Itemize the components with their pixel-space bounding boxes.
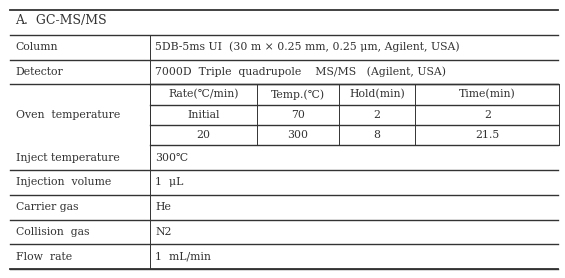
- Text: 1  mL/min: 1 mL/min: [155, 252, 211, 262]
- Text: Hold(min): Hold(min): [349, 89, 405, 100]
- Text: Temp.(℃): Temp.(℃): [271, 89, 325, 100]
- Text: Flow  rate: Flow rate: [16, 252, 72, 262]
- Text: 1  μL: 1 μL: [155, 177, 184, 187]
- Text: 5DB-5ms UI  (30 m × 0.25 mm, 0.25 μm, Agilent, USA): 5DB-5ms UI (30 m × 0.25 mm, 0.25 μm, Agi…: [155, 42, 460, 53]
- Text: He: He: [155, 202, 171, 212]
- Text: Oven  temperature: Oven temperature: [16, 110, 120, 120]
- Text: 70: 70: [291, 110, 305, 120]
- Text: 2: 2: [373, 110, 381, 120]
- Text: Column: Column: [16, 42, 58, 52]
- Text: N2: N2: [155, 227, 172, 237]
- Text: Initial: Initial: [187, 110, 220, 120]
- Text: 300: 300: [288, 130, 308, 140]
- Text: Inject temperature: Inject temperature: [16, 153, 120, 163]
- Text: 8: 8: [373, 130, 381, 140]
- Text: 21.5: 21.5: [475, 130, 499, 140]
- Text: Carrier gas: Carrier gas: [16, 202, 79, 212]
- Text: 300℃: 300℃: [155, 153, 189, 163]
- Text: 7000D  Triple  quadrupole    MS/MS   (Agilent, USA): 7000D Triple quadrupole MS/MS (Agilent, …: [155, 67, 446, 77]
- Text: A.  GC-MS/MS: A. GC-MS/MS: [15, 14, 106, 27]
- Text: Time(min): Time(min): [459, 89, 516, 100]
- Text: 20: 20: [197, 130, 210, 140]
- Text: Collision  gas: Collision gas: [16, 227, 89, 237]
- Text: 2: 2: [484, 110, 491, 120]
- Text: Injection  volume: Injection volume: [16, 177, 111, 187]
- Text: Detector: Detector: [16, 67, 64, 77]
- Text: Rate(℃/min): Rate(℃/min): [168, 89, 238, 100]
